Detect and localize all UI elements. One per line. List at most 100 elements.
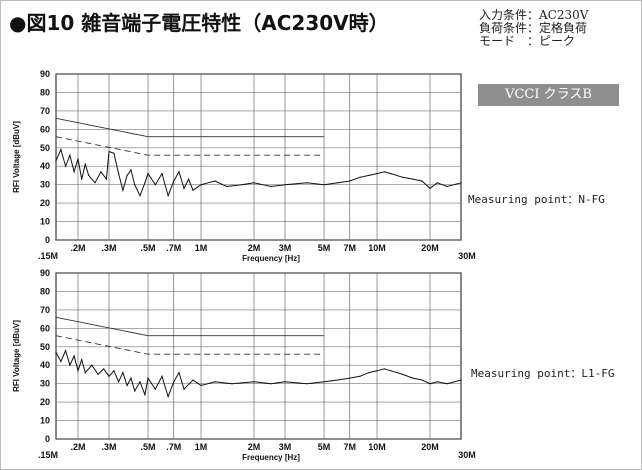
spectrum-point [337,379,339,381]
spectrum-point [188,178,190,180]
spectrum-point [200,184,202,186]
measured-spectrum-line [55,349,462,399]
limit-line-quasi-peak [55,316,324,337]
y-tick-label: 20 [40,198,50,208]
spectrum-point [284,381,286,383]
spectrum-point [88,174,90,176]
spectrum-point [69,364,71,366]
spectrum-point [306,383,308,385]
plot-frame [55,73,462,241]
y-tick-label: 60 [40,323,50,333]
spectrum-point [306,182,308,184]
spectrum-point [253,182,255,184]
condition-input: 入力条件：AC230V [479,8,589,22]
spectrum-point [161,375,163,377]
spectrum-point [376,370,378,372]
spectrum-point [390,173,392,175]
spectrum-point [139,381,141,383]
spectrum-point [231,383,233,385]
spectrum-point [241,184,243,186]
spectrum-point [376,173,378,175]
spectrum-point [412,377,414,379]
spectrum-point [436,381,438,383]
y-tick-label: 40 [40,360,50,370]
spectrum-point [270,185,272,188]
conditions-block: 入力条件：AC230V 負荷条件：定格負荷 モード ：ピーク [479,9,588,48]
y-axis-label: RFI Voltage [dBuV] [12,320,21,392]
x-tick-label: .3M [101,243,116,253]
spectrum-point [390,370,392,372]
spectrum-point [69,154,71,156]
y-tick-label: 80 [40,87,50,97]
spectrum-point [55,351,57,353]
x-tick-label: 10M [368,442,386,452]
spectrum-point [421,180,423,182]
spectrum-point [270,383,272,385]
x-tick-label: 1M [195,442,208,452]
spectrum-point [349,377,351,379]
spectrum-point [154,388,156,390]
spectrum-point [55,160,57,162]
spectrum-point [412,178,414,180]
x-tick-label: 2M [248,442,261,452]
vcci-class-badge: VCCI クラスB [478,84,619,106]
spectrum-point [183,187,185,189]
spectrum-point [178,171,180,173]
spectrum-point [94,182,96,184]
spectrum-point [183,388,185,390]
x-tick-label: 7M [344,243,357,253]
measuring-point-label-1: Measuring point：N-FG [468,193,605,206]
plot-frame [55,272,462,440]
x-axis-label: Frequency [Hz] [242,453,300,462]
x-tick-label: 3M [279,243,292,253]
y-tick-label: 70 [40,106,50,116]
x-tick-label: 30M [458,251,476,261]
spectrum-point [147,173,149,175]
spectrum-point [323,381,325,383]
spectrum-point [60,149,62,151]
spectrum-point [84,372,86,374]
y-tick-label: 80 [40,286,50,296]
spectrum-point [173,381,175,383]
spectrum-point [323,184,325,186]
spectrum-point [100,171,102,173]
spectrum-point [402,176,404,178]
x-tick-label: .15M [38,450,58,460]
spectrum-point [147,377,149,379]
spectrum-point [359,176,361,178]
y-tick-label: 30 [40,180,50,190]
limit-line-average [55,136,324,156]
y-tick-label: 90 [40,69,50,79]
y-tick-label: 10 [40,217,50,227]
spectrum-point [134,390,136,392]
spectrum-point [118,381,120,383]
spectrum-point [60,360,62,363]
chart-panel-2: 0 10 20 30 40 50 60 70 80 90 .15M .2M .3M .5M .7M 1M 2M 3… [12,268,476,462]
spectrum-point [368,174,370,176]
limit-line-average [55,335,324,355]
spectrum-point [167,195,169,197]
x-tick-label: 5M [318,442,331,452]
spectrum-point [97,373,99,375]
spectrum-point [81,178,83,180]
x-tick-label: 2M [248,243,261,253]
spectrum-point [65,165,67,167]
spectrum-point [284,184,286,186]
x-tick-label: .2M [70,243,85,253]
chart-panel-1: 0 10 20 30 40 50 60 70 80 90 .15M .2M .3M .5M .7M 1M 2M 3… [12,69,476,263]
limit-line-quasi-peak [55,117,324,138]
spectrum-point [192,189,194,191]
spectrum-point [77,370,79,372]
spectrum-point [108,150,110,153]
spectrum-point [173,180,175,182]
spectrum-point [167,396,169,398]
x-tick-label: .15M [38,251,58,261]
spectrum-point [429,383,431,385]
x-tick-label: 20M [421,243,439,253]
spectrum-point [446,383,448,385]
y-tick-label: 50 [40,342,50,352]
condition-load: 負荷条件：定格負荷 [479,21,588,35]
x-tick-label: 7M [344,442,357,452]
y-tick-label: 60 [40,124,50,134]
